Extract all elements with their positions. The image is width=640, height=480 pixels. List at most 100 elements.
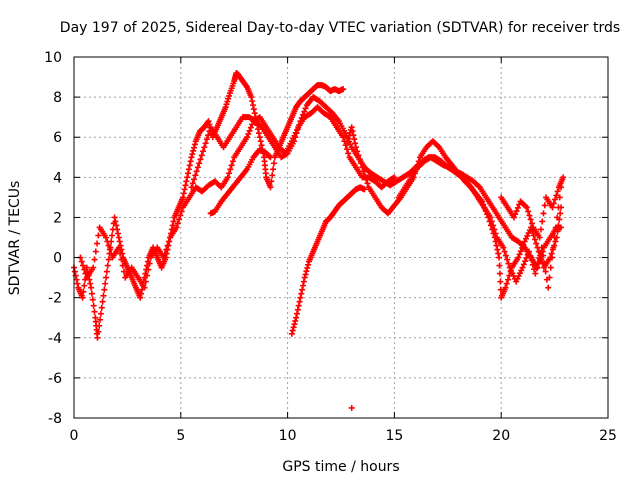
- data-point: [352, 144, 359, 151]
- data-point-fill: [105, 242, 112, 249]
- data-point-fill: [97, 316, 104, 323]
- data-point-fill: [266, 153, 273, 160]
- data-point-fill: [176, 216, 183, 223]
- data-point: [359, 164, 366, 171]
- data-point-fill: [527, 252, 534, 259]
- data-point-fill: [538, 256, 545, 263]
- x-tick-label: 5: [176, 428, 185, 444]
- data-point-fill: [484, 211, 491, 218]
- data-point-fill: [117, 250, 124, 257]
- data-point-fill: [304, 264, 311, 271]
- data-point: [534, 244, 541, 251]
- data-point-fill: [145, 266, 152, 273]
- data-point-fill: [290, 324, 297, 331]
- y-tick-label: 10: [44, 50, 62, 66]
- data-point-fill: [192, 172, 199, 179]
- data-point-fill: [513, 208, 520, 215]
- y-tick-label: -2: [48, 291, 62, 307]
- data-point-fill: [492, 238, 499, 245]
- data-point-fill: [480, 201, 487, 208]
- data-point: [291, 138, 298, 145]
- data-point-fill: [191, 141, 198, 148]
- data-point-fill: [493, 242, 500, 249]
- data-point-fill: [535, 248, 542, 255]
- data-point-fill: [520, 241, 527, 248]
- data-point-fill: [255, 130, 262, 137]
- data-point: [519, 264, 526, 271]
- data-point-fill: [303, 268, 310, 275]
- data-point: [179, 194, 186, 201]
- data-point-fill: [225, 95, 232, 102]
- data-point: [496, 254, 503, 261]
- data-point-fill: [202, 140, 209, 147]
- data-point-fill: [161, 250, 168, 257]
- data-point-fill: [205, 132, 212, 139]
- data-point-fill: [351, 136, 358, 143]
- data-point-fill: [226, 170, 233, 177]
- data-point-fill: [120, 268, 127, 275]
- data-point-fill: [487, 222, 494, 229]
- data-point-fill: [489, 226, 496, 233]
- data-point: [391, 174, 398, 181]
- data-point: [502, 284, 509, 291]
- data-point-fill: [343, 146, 350, 153]
- data-point-fill: [91, 256, 98, 263]
- data-point-fill: [523, 254, 530, 261]
- data-point-fill: [87, 280, 94, 287]
- data-point-fill: [81, 282, 88, 289]
- data-point-fill: [527, 216, 534, 223]
- data-point-fill: [507, 268, 514, 275]
- data-point-fill: [516, 251, 523, 258]
- y-axis-title: SDTVAR / TECUs: [7, 181, 23, 296]
- plot-frame: [73, 56, 609, 419]
- data-point-fill: [497, 278, 504, 285]
- data-point-fill: [181, 186, 188, 193]
- data-point-fill: [227, 166, 234, 173]
- y-tick-label: -6: [48, 371, 62, 387]
- data-point-fill: [299, 282, 306, 289]
- data-point-fill: [250, 106, 257, 113]
- data-point-fill: [198, 152, 205, 159]
- data-point-fill: [269, 172, 276, 179]
- data-point-fill: [361, 172, 368, 179]
- data-point-fill: [226, 92, 233, 99]
- y-tick-label: -4: [48, 331, 62, 347]
- data-point-fill: [505, 260, 512, 267]
- data-point-fill: [196, 160, 203, 167]
- x-tick-label: 15: [385, 428, 403, 444]
- data-point-fill: [302, 271, 309, 278]
- data-point: [560, 174, 567, 181]
- data-point-fill: [190, 147, 197, 154]
- data-point-fill: [71, 268, 78, 275]
- data-point-fill: [525, 208, 532, 215]
- data-point-fill: [553, 192, 560, 199]
- data-point: [244, 134, 251, 141]
- data-point-fill: [482, 208, 489, 215]
- x-tick-label: 25: [599, 428, 617, 444]
- data-point-fill: [495, 250, 502, 257]
- y-tick-label: 8: [53, 90, 62, 106]
- data-point-fill: [99, 298, 106, 305]
- data-point-fill: [185, 170, 192, 177]
- data-point: [188, 154, 195, 161]
- y-tick-label: 2: [53, 210, 62, 226]
- data-point-fill: [519, 244, 526, 251]
- data-point-fill: [182, 182, 189, 189]
- x-axis-ticks: 0 5 10 15 20 25: [70, 57, 617, 444]
- data-point-fill: [295, 302, 302, 309]
- data-point-fill: [97, 310, 104, 317]
- data-point: [340, 86, 347, 93]
- data-point: [301, 274, 308, 281]
- data-point-fill: [512, 211, 519, 218]
- data-point-fill: [268, 178, 275, 185]
- data-point-fill: [169, 222, 176, 229]
- data-point: [500, 244, 507, 251]
- data-point-fill: [542, 268, 549, 275]
- data-point: [293, 314, 300, 321]
- data-point-fill: [102, 280, 109, 287]
- data-point-fill: [109, 232, 116, 239]
- data-point: [115, 244, 122, 251]
- data-point: [267, 184, 274, 191]
- data-point-fill: [81, 266, 88, 273]
- data-point: [553, 234, 560, 241]
